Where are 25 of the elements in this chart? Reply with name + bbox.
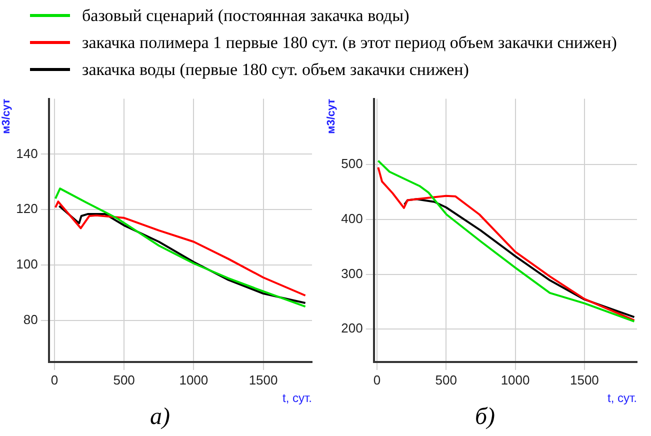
y-tick-label: 80 <box>23 312 38 328</box>
y-tick-label: 100 <box>16 256 38 272</box>
text: а) <box>149 404 171 431</box>
x-tick-label: 1000 <box>500 372 530 388</box>
x-axis-title: t, сут. <box>607 391 637 406</box>
x-tick-label: 1500 <box>248 372 278 388</box>
x-tick-label: 500 <box>435 372 457 388</box>
y-tick-label: 400 <box>341 211 363 226</box>
y-tick-label: 300 <box>341 266 363 281</box>
legend-label: закачка полимера 1 первые 180 сут. (в этот период объем закачки снижен) <box>82 32 617 54</box>
legend-label: закачка воды (первые 180 сут. объем закачки снижен) <box>82 59 469 81</box>
x-axis-title: t, сут. <box>282 391 312 406</box>
x-tick-label: 1500 <box>570 372 599 388</box>
x-tick-label: 500 <box>113 372 135 388</box>
x-tick-label: 0 <box>373 372 381 388</box>
y-tick-label: 120 <box>16 201 38 216</box>
x-tick-label: 0 <box>50 372 58 388</box>
y-axis-title: м3/сут <box>0 98 13 134</box>
legend-label: базовый сценарий (постоянная закачка воды) <box>82 5 410 27</box>
y-axis-title: м3/сут <box>326 98 338 134</box>
y-tick-label: 140 <box>16 146 38 161</box>
x-tick-label: 1000 <box>179 372 208 388</box>
text: б) <box>474 404 496 431</box>
y-tick-label: 200 <box>341 320 363 336</box>
y-tick-label: 500 <box>341 156 363 172</box>
